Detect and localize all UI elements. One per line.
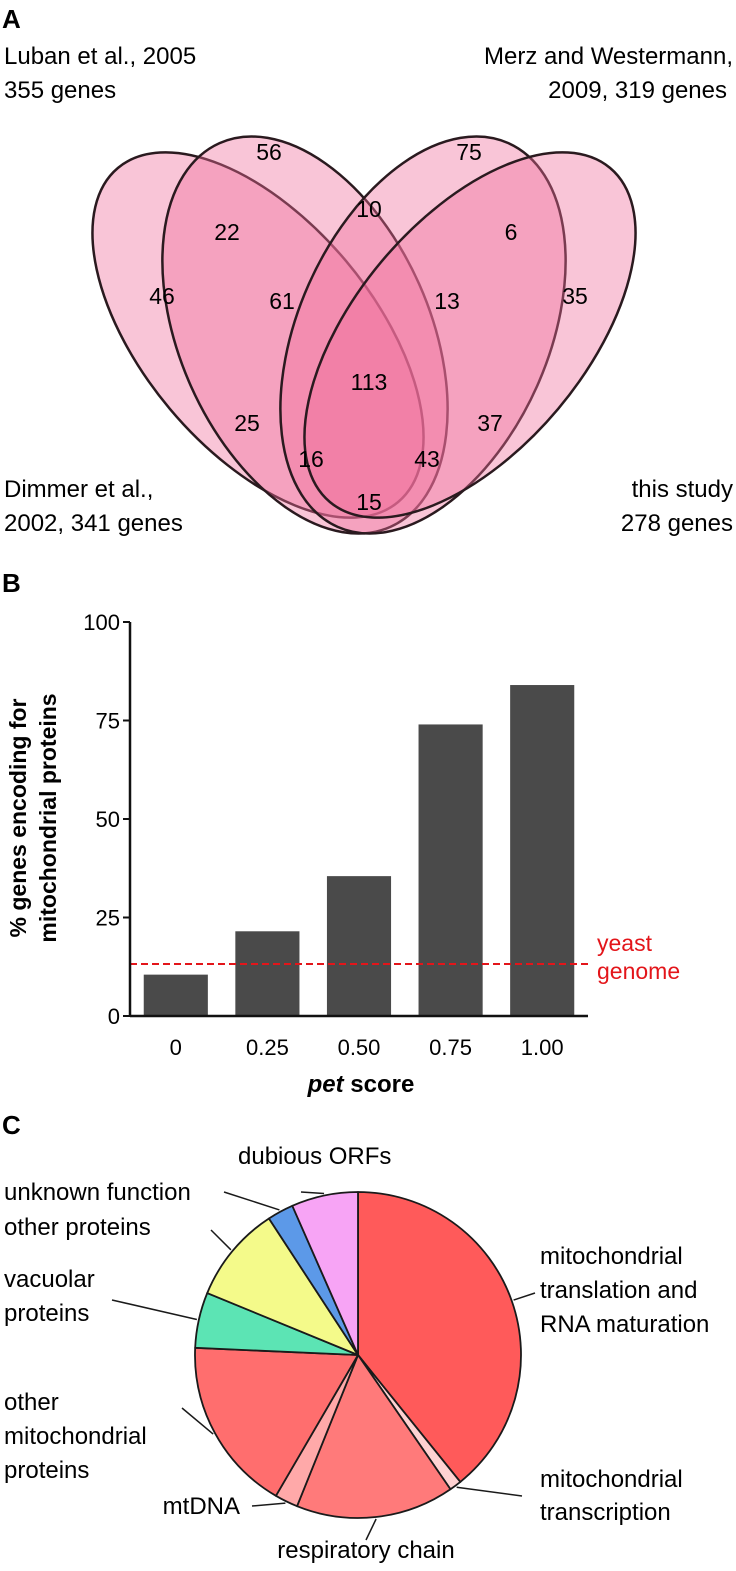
x-tick-label-0: 0 [170,1035,182,1060]
pie-label-0-line-0: mitochondrial [540,1243,683,1270]
count-dimmer-merz: 25 [234,410,260,436]
pie-plot-area: mitochondrial translation and RNA maturati… [4,1143,709,1564]
pie-label-7-line-0: unknown function [4,1179,191,1206]
venn-ellipse-luban [161,135,449,535]
bar-0 [143,974,208,1016]
x-tick-label-1: 0.25 [246,1035,289,1060]
panel-c-label: C [2,1110,21,1140]
pie-slice-8 [291,1191,359,1356]
count-luban-merz: 10 [356,196,382,222]
panel-a-label: A [2,4,21,34]
count-merz-study: 6 [505,219,518,245]
count-study-only: 35 [562,283,588,309]
y-tick-label-2: 50 [96,807,120,832]
venn-ellipse-merz [279,135,567,535]
pie-label-8-line-0: dubious ORFs [238,1143,391,1170]
x-axis-title: pet score [307,1071,415,1098]
pie-leader-1 [456,1486,523,1497]
pie-label-3-line-0: mtDNA [163,1493,240,1520]
pie-label-4-line-1: mitochondrial [4,1423,147,1450]
set-label-dimmer-line1: Dimmer et al., [4,476,153,503]
pie-leader-7 [223,1191,280,1211]
reference-label-line2: genome [597,958,680,984]
pie-leader-0 [513,1292,536,1301]
pie-label-1-line-1: transcription [540,1499,671,1526]
count-dimmer-luban-study: 43 [414,446,440,472]
pie-leader-2 [365,1518,377,1541]
count-dimmer-luban: 22 [214,219,240,245]
set-label-merz-line1: Merz and Westermann, [484,43,733,70]
pie-slice-6 [206,1217,359,1356]
set-label-dimmer-line2: 2002, 341 genes [4,510,183,537]
pie-label-5-line-1: proteins [4,1300,89,1327]
pie-label-2-line-0: respiratory chain [277,1537,454,1564]
count-dimmer-study: 15 [356,489,382,515]
pie-leader-8 [300,1191,325,1195]
pie-slice-4 [194,1346,359,1497]
count-merz-only: 75 [456,139,482,165]
panel-b: B % genes encoding for mitochondrial pro… [2,568,680,1098]
x-tick-label-4: 1.00 [521,1035,564,1060]
pie-leader-6 [210,1229,232,1251]
count-dimmer-only: 46 [149,283,175,309]
bar-1 [235,931,300,1016]
pie-leader-4 [181,1407,214,1435]
y-axis-title-line1: % genes encoding for [5,698,31,937]
set-label-study-line2: 278 genes [621,510,733,537]
x-tick-label-3: 0.75 [429,1035,472,1060]
count-dimmer-merz-study: 16 [298,446,324,472]
y-tick-label-4: 100 [83,610,120,635]
pie-label-0-line-2: RNA maturation [540,1311,709,1338]
venn-ellipse-study [303,151,637,519]
y-tick-label-0: 0 [108,1004,120,1029]
y-axis-title: % genes encoding for mitochondrial prote… [5,693,61,942]
pie-label-4-line-0: other [4,1389,59,1416]
venn-counts: 46 56 75 35 22 10 6 61 13 113 25 37 16 4… [149,139,588,515]
set-label-study-line1: this study [632,476,733,503]
reference-label-line1: yeast [597,930,653,956]
panel-c: C mitochondrial translation and RNA matura… [2,1110,709,1564]
count-luban-study: 37 [477,410,503,436]
set-label-luban-line1: Luban et al., 2005 [4,43,196,70]
pie-slice-0 [357,1191,522,1483]
pie-label-6-line-0: other proteins [4,1214,151,1241]
count-all-four: 113 [351,369,388,395]
set-label-luban-line2: 355 genes [4,77,116,104]
x-axis-title-italic: pet [307,1071,345,1098]
x-tick-label-2: 0.50 [338,1035,381,1060]
y-tick-label-1: 25 [96,906,120,931]
pie-label-1-line-0: mitochondrial [540,1466,683,1493]
set-label-merz-line2: 2009, 319 genes [548,77,727,104]
bar-3 [418,724,483,1016]
panel-a: A Luban et al., 2005 355 genes Merz and … [2,4,733,537]
count-dimmer-luban-merz: 61 [269,288,295,314]
panel-b-label: B [2,568,21,598]
venn-ellipses [91,135,637,535]
pie-leader-5 [111,1299,198,1321]
bar-2 [326,876,392,1016]
bar-4 [510,685,575,1016]
y-tick-label-3: 75 [96,709,120,734]
count-luban-only: 56 [256,139,282,165]
pie-slice-2 [296,1354,452,1519]
pie-leader-3 [251,1502,286,1507]
pie-label-5-line-0: vacuolar [4,1266,95,1293]
pie-label-4-line-2: proteins [4,1457,89,1484]
x-axis-title-rest: score [344,1071,415,1098]
pie-label-0-line-1: translation and [540,1277,697,1304]
count-luban-merz-study: 13 [434,288,460,314]
y-axis-title-line2: mitochondrial proteins [35,693,61,942]
venn-ellipse-dimmer [91,151,425,519]
